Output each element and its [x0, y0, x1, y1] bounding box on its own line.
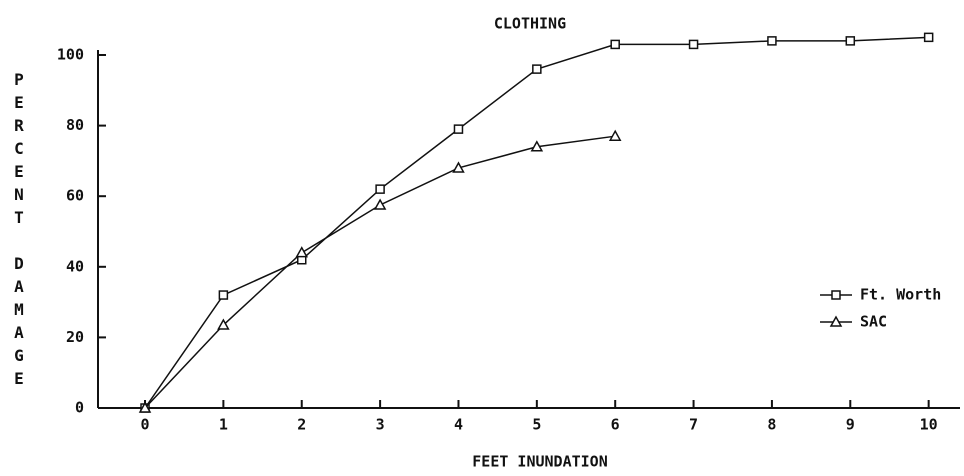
- marker: [295, 246, 309, 258]
- x-tick-label: 9: [846, 416, 855, 434]
- legend-label: SAC: [860, 313, 887, 331]
- marker: [608, 129, 622, 141]
- x-tick-label: 3: [376, 416, 385, 434]
- x-tick-label: 10: [920, 416, 938, 434]
- x-tick-label: 5: [532, 416, 541, 434]
- chart-title: CLOTHING: [494, 15, 566, 33]
- marker: [530, 140, 544, 152]
- x-tick-label: 2: [297, 416, 306, 434]
- marker: [923, 32, 934, 43]
- y-tick-label: 80: [66, 116, 84, 134]
- marker: [453, 124, 464, 134]
- x-tick-label: 6: [611, 416, 620, 434]
- legend-label: Ft. Worth: [860, 286, 941, 304]
- x-axis-label: FEET INUNDATION: [472, 453, 607, 471]
- y-axis-label: PERCENT DAMAGE: [10, 70, 29, 392]
- marker: [610, 39, 620, 50]
- x-tick-label: 7: [689, 416, 698, 434]
- marker: [532, 64, 542, 74]
- marker: [138, 401, 152, 413]
- marker: [218, 290, 229, 300]
- x-tick-label: 1: [219, 416, 228, 434]
- y-tick-label: 60: [66, 187, 84, 205]
- marker: [217, 318, 230, 330]
- x-tick-label: 8: [767, 416, 776, 434]
- x-tick-label: 0: [141, 416, 150, 434]
- x-tick-label: 4: [454, 416, 463, 434]
- marker: [688, 39, 699, 50]
- marker: [373, 198, 387, 210]
- marker: [829, 315, 843, 327]
- marker: [375, 184, 385, 194]
- marker: [845, 36, 856, 46]
- marker: [452, 161, 465, 173]
- series-line: [144, 36, 929, 409]
- series-line: [144, 135, 616, 409]
- y-tick-label: 100: [57, 46, 84, 64]
- marker: [767, 36, 777, 46]
- y-tick-label: 20: [66, 328, 84, 346]
- y-tick-label: 40: [66, 257, 84, 275]
- marker: [831, 290, 841, 300]
- y-tick-label: 0: [75, 399, 84, 417]
